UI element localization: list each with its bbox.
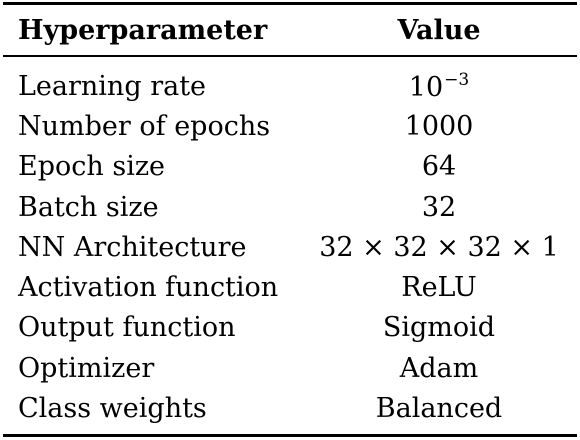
row-value: ReLU <box>401 272 477 304</box>
table-row: Batch size 32 <box>3 187 577 227</box>
row-name: NN Architecture <box>18 231 247 263</box>
row-value: Balanced <box>375 393 503 425</box>
table-row: Learning rate 10−3 <box>3 66 577 106</box>
header-value: Value <box>397 14 481 46</box>
table-row: Output function Sigmoid <box>3 308 577 348</box>
table-row: Class weights Balanced <box>3 388 577 428</box>
row-name: Batch size <box>18 191 159 223</box>
row-name: Class weights <box>18 393 207 425</box>
row-value: Adam <box>399 352 479 384</box>
row-name: Activation function <box>18 272 279 304</box>
row-name: Learning rate <box>18 70 207 102</box>
table-row: Optimizer Adam <box>3 348 577 388</box>
row-name: Epoch size <box>18 151 166 183</box>
hyperparameter-table: Hyperparameter Value Learning rate 10−3 … <box>3 0 577 440</box>
table-row: Activation function ReLU <box>3 267 577 307</box>
header-hyperparameter: Hyperparameter <box>18 14 268 46</box>
header-rule <box>3 55 577 57</box>
bottom-rule <box>3 434 577 437</box>
row-value: 32 <box>421 191 457 223</box>
value-exponent: −3 <box>444 69 470 90</box>
value-base: 10 <box>408 71 444 103</box>
row-value: 1000 <box>404 110 474 142</box>
top-rule <box>3 2 577 5</box>
row-name: Output function <box>18 312 236 344</box>
row-value: 64 <box>421 151 457 183</box>
table-row: NN Architecture 32 × 32 × 32 × 1 <box>3 227 577 267</box>
row-value: 10−3 <box>303 70 577 103</box>
table-row: Number of epochs 1000 <box>3 106 577 146</box>
table-row: Epoch size 64 <box>3 147 577 187</box>
row-name: Optimizer <box>18 352 155 384</box>
row-value: Sigmoid <box>382 312 496 344</box>
header-row: Hyperparameter Value <box>3 5 577 55</box>
row-value: 32 × 32 × 32 × 1 <box>319 231 559 263</box>
row-name: Number of epochs <box>18 110 271 142</box>
table-body: Learning rate 10−3 Number of epochs 1000… <box>3 66 577 429</box>
